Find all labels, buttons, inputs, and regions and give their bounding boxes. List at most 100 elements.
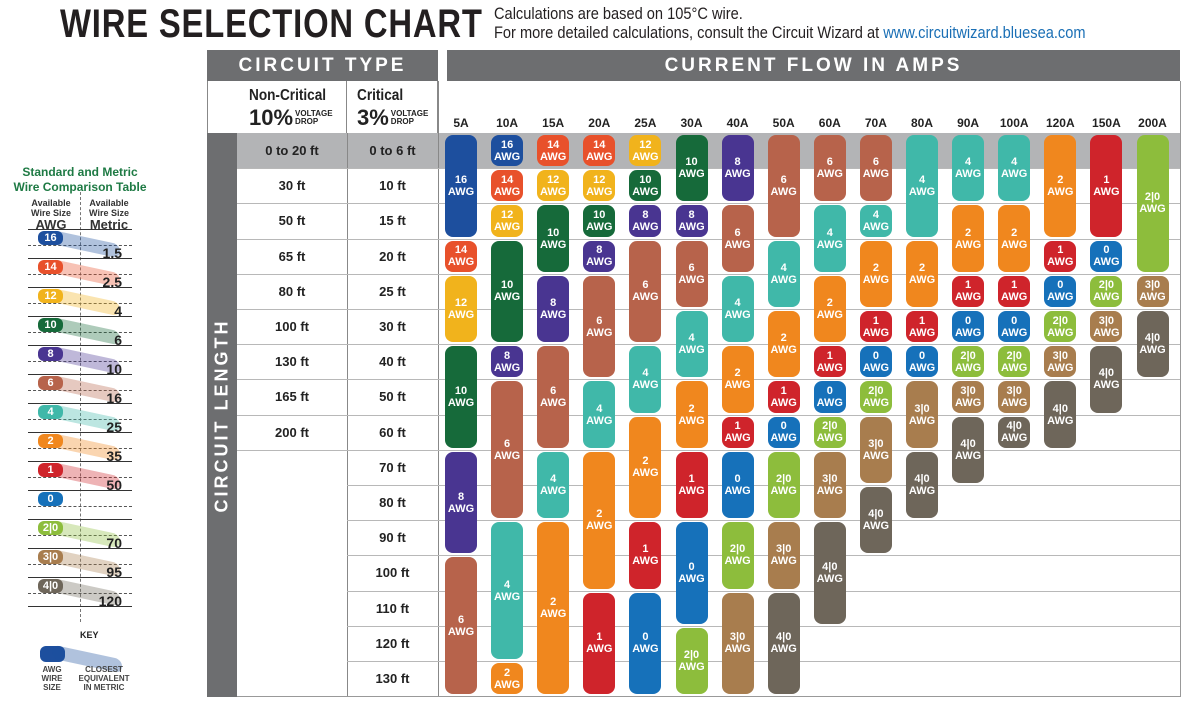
critical-pct: 3%: [357, 105, 389, 130]
wire-gauge-cell: 8 AWG: [491, 346, 524, 378]
awg-unit: AWG: [816, 572, 843, 585]
awg-unit: AWG: [678, 660, 705, 673]
gauge-value: 6: [550, 384, 557, 397]
subtitle-line-1: Calculations are based on 105°C wire.: [494, 4, 743, 23]
gauge-value: 4|0: [1098, 367, 1115, 380]
wire-gauge-cell: 4|0 AWG: [1090, 346, 1123, 413]
gauge-value: 3|0: [960, 384, 976, 397]
awg-swatch: 8: [38, 347, 63, 361]
metric-size: 6: [114, 332, 122, 348]
awg-swatch: 3|0: [38, 550, 63, 564]
awg-swatch: 0: [38, 492, 63, 506]
awg-unit: AWG: [586, 643, 613, 656]
awg-swatch: 4|0: [38, 579, 63, 593]
amp-label: 20A: [588, 116, 611, 130]
wire-gauge-cell: 2 AWG: [906, 240, 938, 307]
wire-gauge-cell: 4 AWG: [998, 135, 1031, 202]
grid-line: [237, 309, 1180, 310]
wire-gauge-cell: 1 AWG: [952, 275, 985, 307]
wire-gauge-cell: 6 AWG: [629, 240, 662, 343]
amp-label: 150A: [1092, 116, 1121, 130]
gauge-value: 4|0: [1006, 420, 1022, 433]
wire-gauge-cell: 2 AWG: [491, 663, 524, 695]
wire-gauge-cell: 4|0 AWG: [767, 592, 800, 695]
grid-line: [237, 379, 1180, 381]
amp-label: 60A: [818, 116, 841, 130]
gauge-value: 2: [550, 596, 557, 609]
wire-gauge-cell: 0 AWG: [629, 592, 662, 695]
awg-unit: AWG: [586, 185, 613, 198]
awg-unit: AWG: [540, 185, 567, 198]
awg-swatch: 6: [38, 376, 63, 390]
comparison-title-2: Wire Comparison Table: [13, 180, 147, 194]
wire-gauge-cell: 0 AWG: [813, 381, 846, 413]
gauge-value: 0: [1057, 279, 1064, 292]
wire-gauge-cell: 0 AWG: [859, 346, 892, 378]
wire-gauge-cell: 2 AWG: [675, 381, 708, 448]
metric-size: 1.5: [102, 245, 122, 261]
gauge-value: 2|0: [1144, 191, 1161, 204]
amp-label: 70A: [864, 116, 887, 130]
gauge-value: 2: [1057, 173, 1064, 186]
awg-unit: AWG: [862, 361, 890, 374]
comparison-dashed-line: [28, 448, 132, 449]
gauge-value: 2|0: [776, 472, 792, 485]
table-divider: [438, 81, 439, 697]
awg-unit: AWG: [862, 220, 890, 233]
gauge-value: 0: [1011, 314, 1018, 327]
gauge-value: 2: [965, 226, 972, 239]
wire-gauge-cell: 2|0 AWG: [952, 346, 985, 378]
critical-length: 20 ft: [379, 248, 406, 264]
awg-unit: AWG: [1047, 414, 1074, 427]
wire-gauge-cell: 1 AWG: [675, 451, 708, 519]
awg-unit: AWG: [632, 643, 659, 656]
awg-unit: AWG: [632, 150, 659, 163]
circuit-length-label-wrap: CIRCUIT LENGTH: [207, 133, 237, 697]
amp-label: 200A: [1138, 116, 1167, 130]
amp-label: 80A: [910, 116, 933, 130]
wire-gauge-cell: 4|0 AWG: [813, 522, 846, 624]
gauge-value: 4|0: [960, 437, 976, 450]
metric-size: 16: [106, 390, 122, 406]
wire-gauge-cell: 1 AWG: [583, 592, 616, 695]
awg-unit: AWG: [586, 326, 613, 339]
awg-unit: AWG: [632, 291, 659, 304]
awg-unit: AWG: [1093, 291, 1120, 304]
gauge-value: 1: [780, 384, 787, 397]
awg-unit: AWG: [1047, 185, 1074, 198]
gauge-value: 4: [596, 402, 603, 415]
awg-unit: AWG: [770, 185, 797, 198]
awg-unit: AWG: [447, 256, 475, 269]
wire-gauge-cell: 10 AWG: [583, 205, 616, 237]
awg-unit: AWG: [862, 449, 890, 462]
wire-gauge-cell: 3|0 AWG: [952, 381, 985, 413]
awg-unit: AWG: [862, 273, 890, 286]
awg-unit: AWG: [724, 168, 751, 181]
wire-gauge-cell: 10 AWG: [675, 135, 708, 202]
k3: SIZE: [43, 683, 61, 692]
wire-gauge-cell: 6 AWG: [537, 346, 570, 448]
awg-unit: AWG: [586, 256, 613, 269]
awg-unit: AWG: [724, 484, 751, 497]
awg-unit: AWG: [678, 572, 705, 585]
awg-unit: AWG: [816, 238, 843, 251]
awg-unit: AWG: [954, 361, 982, 374]
awg-unit: AWG: [540, 484, 567, 497]
awg-unit: AWG: [1047, 326, 1074, 339]
circuit-wizard-link[interactable]: www.circuitwizard.bluesea.com: [883, 23, 1086, 42]
wire-gauge-cell: 2|0 AWG: [813, 416, 846, 448]
awg-unit: AWG: [540, 396, 567, 409]
awg-unit: AWG: [678, 273, 705, 286]
k6: IN METRIC: [83, 683, 125, 692]
awg-swatch: 2: [38, 434, 63, 448]
awg-unit: AWG: [447, 396, 475, 409]
awg-unit: AWG: [816, 308, 843, 321]
comparison-dashed-line: [28, 419, 132, 420]
current-flow-header: CURRENT FLOW IN AMPS: [447, 50, 1180, 81]
gauge-value: 3|0: [1144, 279, 1161, 292]
awg-unit: AWG: [586, 520, 613, 533]
awg-unit: AWG: [816, 432, 843, 445]
wire-gauge-cell: 3|0 AWG: [1044, 346, 1077, 378]
comparison-title: Standard and Metric Wire Comparison Table: [10, 165, 150, 195]
gauge-value: 3|0: [1006, 384, 1022, 397]
